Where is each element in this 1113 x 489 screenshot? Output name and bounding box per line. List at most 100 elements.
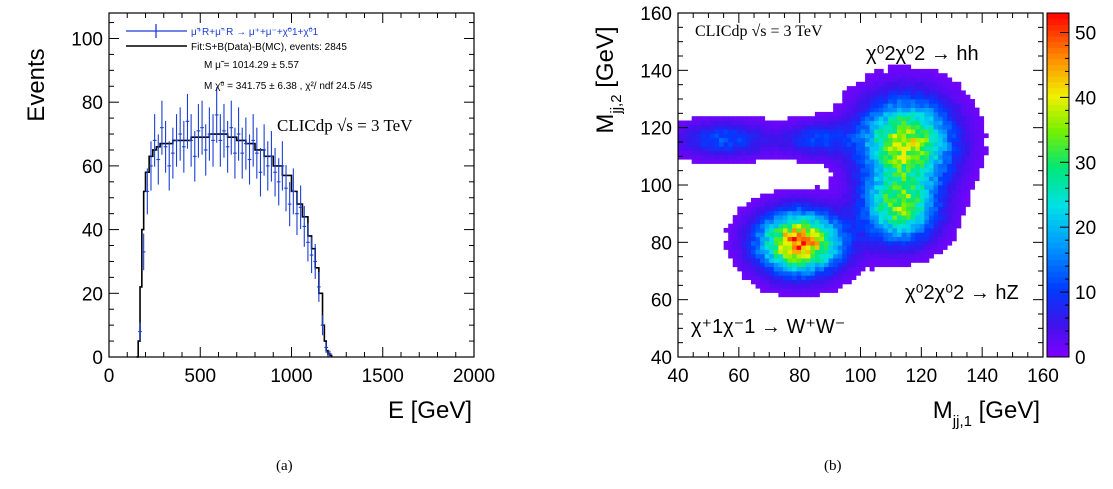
heatmap-cell	[814, 236, 820, 242]
heatmap-cell	[851, 167, 857, 173]
heatmap-cell	[824, 240, 829, 246]
heatmap-cell	[910, 202, 916, 207]
heatmap-cell	[855, 86, 861, 91]
heatmap-cell	[801, 129, 807, 134]
heatmap-cell	[678, 150, 683, 156]
heatmap-cell	[760, 236, 766, 242]
heatmap-cell	[778, 288, 784, 293]
heatmap-cell	[947, 120, 953, 126]
heatmap-cell	[833, 253, 839, 259]
heatmap-cell	[860, 258, 866, 263]
heatmap-cell	[938, 215, 944, 220]
heatmap-cell	[897, 124, 902, 130]
heatmap-cell	[901, 73, 907, 78]
heatmap-cell	[970, 154, 975, 160]
heatmap-cell	[833, 167, 839, 173]
heatmap-cell	[933, 86, 939, 91]
heatmap-cell	[887, 77, 893, 83]
heatmap-cell	[919, 81, 925, 87]
heatmap-cell	[928, 185, 934, 190]
heatmap-cell	[819, 150, 825, 156]
heatmap-cell	[796, 283, 802, 289]
heatmap-cell	[792, 262, 798, 268]
heatmap-cell	[878, 185, 884, 190]
heatmap-cell	[865, 193, 871, 199]
heatmap-cell	[906, 124, 912, 130]
heatmap-cell	[878, 81, 884, 87]
heatmap-cell	[874, 99, 880, 104]
heatmap-cell	[897, 129, 902, 134]
heatmap-cell	[887, 176, 893, 182]
heatmap-cell	[728, 228, 734, 233]
heatmap-cell	[956, 202, 962, 207]
heatmap-cell	[764, 215, 770, 220]
heatmap-cell	[855, 176, 861, 182]
heatmap-cell	[851, 116, 857, 121]
heatmap-cell	[828, 189, 834, 194]
heatmap-cell	[719, 120, 725, 126]
heatmap-cell	[814, 206, 820, 212]
heatmap-cell	[901, 245, 907, 250]
heatmap-cell	[796, 193, 802, 199]
heatmap-cell	[855, 219, 861, 225]
data-point	[222, 104, 226, 158]
heatmap-cell	[974, 120, 980, 126]
heatmap-cell	[906, 150, 912, 156]
heatmap-cell	[915, 232, 921, 237]
heatmap-cell	[860, 210, 866, 216]
heatmap-cell	[956, 99, 962, 104]
heatmap-cell	[938, 120, 944, 126]
colorbar-tick-label: 10	[1075, 283, 1096, 304]
heatmap-cell	[810, 275, 816, 280]
heatmap-cell	[947, 219, 953, 225]
heatmap-cell	[792, 219, 798, 225]
heatmap-cell	[938, 167, 944, 173]
heatmap-cell	[874, 103, 880, 108]
heatmap-cell	[887, 137, 893, 143]
heatmap-cell	[901, 180, 907, 186]
heatmap-cell	[828, 202, 834, 207]
heatmap-cell	[887, 90, 893, 96]
heatmap-cell	[892, 249, 898, 255]
heatmap-cell	[855, 266, 861, 272]
heatmap-cell	[755, 266, 761, 272]
heatmap-cell	[741, 137, 747, 143]
heatmap-cell	[960, 99, 966, 104]
heatmap-cell	[910, 111, 916, 117]
heatmap-cell	[810, 262, 816, 268]
heatmap-cell	[687, 124, 693, 130]
heatmap-cell	[687, 133, 693, 139]
heatmap-cell	[691, 150, 697, 156]
heatmap-cell	[947, 103, 953, 108]
heatmap-cell	[887, 236, 893, 242]
heatmap-cell	[787, 258, 793, 263]
heatmap-cell	[892, 223, 898, 229]
heatmap-cell	[869, 167, 875, 173]
heatmap-cell	[874, 167, 880, 173]
heatmap-cell	[938, 150, 944, 156]
heatmap-cell	[915, 124, 921, 130]
heatmap-cell	[732, 124, 738, 130]
heatmap-cell	[928, 232, 934, 237]
heatmap-cell	[755, 253, 761, 259]
heatmap-cell	[792, 236, 798, 242]
heatmap-cell	[755, 206, 761, 212]
heatmap-cell	[773, 202, 779, 207]
heatmap-cell	[792, 223, 798, 229]
heatmap-cell	[960, 159, 966, 164]
heatmap-cell	[773, 206, 779, 212]
heatmap-cell	[938, 73, 944, 78]
heatmap-cell	[892, 185, 898, 190]
heatmap-cell	[728, 150, 734, 156]
heatmap-cell	[942, 202, 948, 207]
x-tick-label: 500	[184, 366, 216, 387]
heatmap-cell	[956, 133, 962, 139]
heatmap-cell	[824, 137, 829, 143]
heatmap-cell	[919, 253, 925, 259]
heatmap-cell	[965, 154, 971, 160]
heatmap-cell	[933, 137, 939, 143]
heatmap-cell	[764, 142, 770, 147]
heatmap-cell	[691, 129, 697, 134]
heatmap-cell	[906, 142, 912, 147]
data-point	[225, 120, 230, 173]
